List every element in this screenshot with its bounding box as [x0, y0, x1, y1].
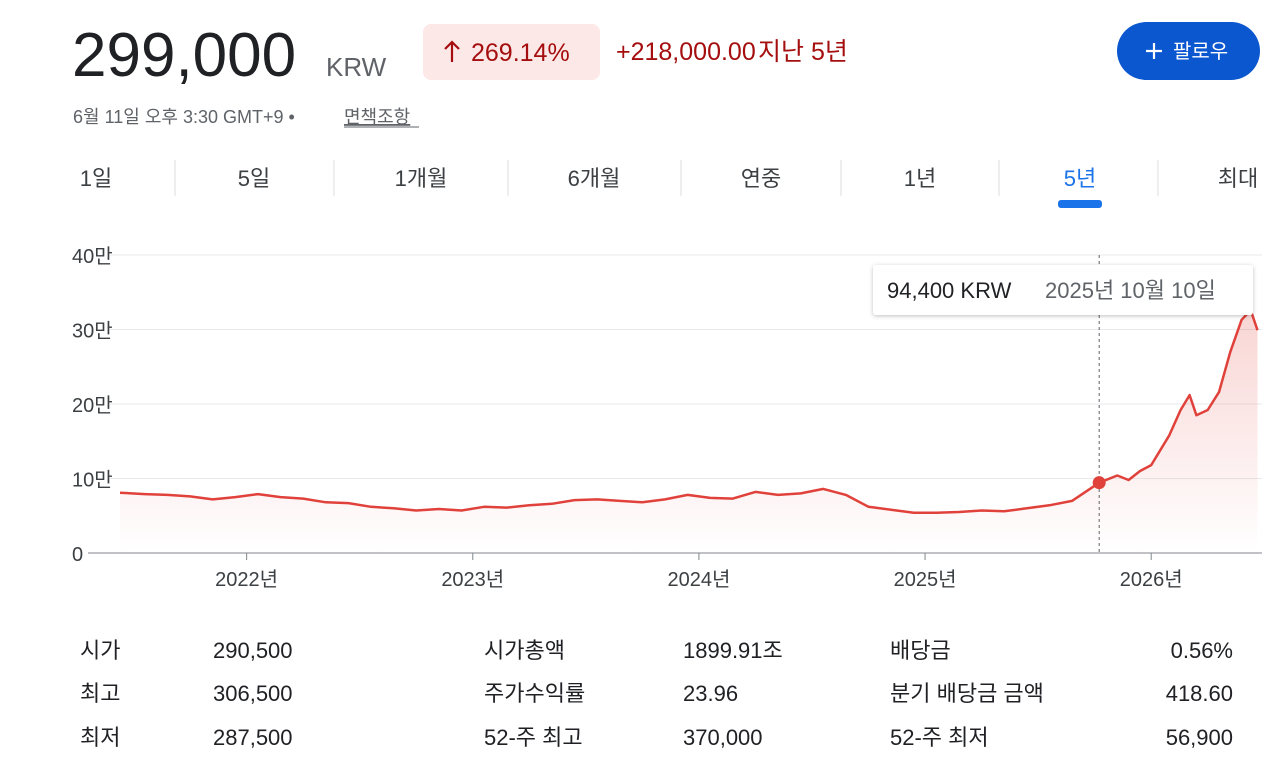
y-tick-label: 10만 [72, 469, 113, 492]
stat-label: 시가 [80, 638, 120, 663]
tooltip-date: 2025년 10월 10일 [1045, 278, 1216, 303]
stat-value: 23.96 [683, 681, 738, 706]
x-tick-label: 2026년 [1120, 568, 1183, 591]
price: 299,000 [72, 21, 296, 90]
price-line [119, 308, 1259, 515]
disclaimer-link[interactable]: 면책조항 [344, 107, 410, 127]
change-period: 지난 5년 [758, 38, 848, 66]
timestamp: 6월 11일 오후 3:30 GMT+9 • [73, 107, 295, 127]
change-percent: 269.14% [471, 39, 570, 67]
y-tick-label: 30만 [72, 320, 113, 343]
stat-value: 370,000 [683, 725, 763, 750]
tabs: 1일 5일 1개월 6개월 연중 1년 5년 최대 [80, 160, 1258, 208]
x-tick-label: 2024년 [667, 568, 730, 591]
tab[interactable]: 1개월 [395, 166, 448, 191]
stat-value: 1899.91조 [683, 638, 783, 663]
stat-label: 52-주 최저 [890, 725, 989, 750]
stat-value: 290,500 [213, 638, 293, 663]
tooltip-box [873, 265, 1253, 315]
tab[interactable]: 최대 [1218, 166, 1258, 191]
tab[interactable]: 1년 [904, 166, 936, 191]
x-tick-label: 2023년 [441, 568, 504, 591]
tab-active-indicator [1058, 200, 1102, 208]
tab[interactable]: 5일 [238, 166, 270, 191]
chart: 0 10만 20만 30만 40만 2022년 2023년 2024년 2025년 2026년 94… [72, 245, 1262, 591]
stat-label: 분기 배당금 금액 [890, 681, 1044, 706]
tab[interactable]: 6개월 [568, 166, 621, 191]
stat-value: 0.56% [1171, 638, 1233, 663]
tab[interactable]: 1일 [80, 166, 112, 191]
y-tick-label: 0 [72, 544, 83, 566]
x-tick-label: 2025년 [894, 568, 957, 591]
stat-label: 배당금 [890, 638, 951, 663]
stat-value: 287,500 [213, 725, 293, 750]
stat-label: 주가수익률 [484, 681, 585, 706]
follow-button-bg[interactable] [1117, 22, 1260, 80]
stat-label: 최고 [80, 681, 120, 706]
stat-label: 최저 [80, 725, 120, 750]
stat-value: 306,500 [213, 681, 293, 706]
currency: KRW [326, 52, 387, 82]
change-badge [423, 24, 600, 80]
tooltip-price: 94,400 KRW [887, 278, 1012, 303]
tab[interactable]: 5년 [1064, 166, 1096, 191]
stat-value: 418.60 [1166, 681, 1233, 706]
plus-icon [1146, 43, 1162, 59]
line-area [120, 310, 1258, 553]
y-tick-label: 20만 [72, 394, 113, 417]
stat-label: 52-주 최고 [484, 725, 583, 750]
tab[interactable]: 연중 [741, 166, 781, 191]
stat-value: 56,900 [1166, 725, 1233, 750]
stats-table: 시가 290,500 시가총액 1899.91조 배당금 0.56% 최고 306,500 주가… [80, 638, 1233, 750]
up-arrow-icon [444, 40, 460, 62]
follow-label[interactable]: 팔로우 [1173, 40, 1228, 63]
hover-point [1092, 476, 1106, 490]
x-tick-label: 2022년 [215, 568, 278, 591]
y-tick-label: 40만 [72, 245, 113, 268]
follow-button[interactable]: 팔로우 [1117, 22, 1260, 80]
stat-label: 시가총액 [484, 638, 565, 663]
change-amount: +218,000.00 [616, 38, 756, 66]
